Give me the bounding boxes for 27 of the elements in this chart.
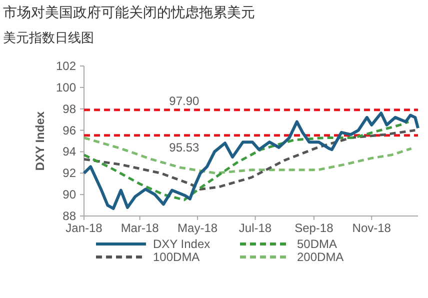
legend-label: DXY Index: [153, 237, 210, 251]
chart-subtitle: 美元指数日线图: [3, 30, 94, 45]
chart-title: 市场对美国政府可能关闭的忧虑拖累美元: [3, 4, 255, 20]
legend-label: 100DMA: [153, 250, 200, 264]
x-tick-label: Jan-18: [66, 221, 103, 235]
ref-line-label: 95.53: [169, 140, 200, 154]
y-tick-label: 102: [56, 59, 76, 73]
x-tick-label: Nov-18: [352, 221, 392, 235]
line-series: [82, 112, 420, 210]
line-series: [82, 129, 416, 190]
legend-label: 50DMA: [297, 237, 338, 251]
y-tick-label: 96: [62, 123, 76, 138]
y-tick-label: 88: [62, 209, 76, 223]
y-tick-label: 92: [62, 166, 76, 180]
x-tick-label: Jul-18: [238, 221, 272, 235]
legend-label: 200DMA: [297, 250, 344, 264]
x-tick-label: May-18: [178, 221, 218, 235]
line-series: [82, 120, 410, 202]
y-axis-title: DXY Index: [33, 111, 47, 171]
x-tick-label: Mar-18: [120, 221, 160, 235]
line-series: [82, 136, 413, 174]
x-tick-label: Sep-18: [294, 221, 334, 235]
y-tick-label: 90: [62, 188, 76, 202]
y-tick-label: 98: [62, 102, 76, 116]
y-tick-label: 94: [62, 144, 76, 159]
ref-line-label: 97.90: [169, 94, 200, 108]
y-tick-label: 100: [56, 80, 76, 94]
